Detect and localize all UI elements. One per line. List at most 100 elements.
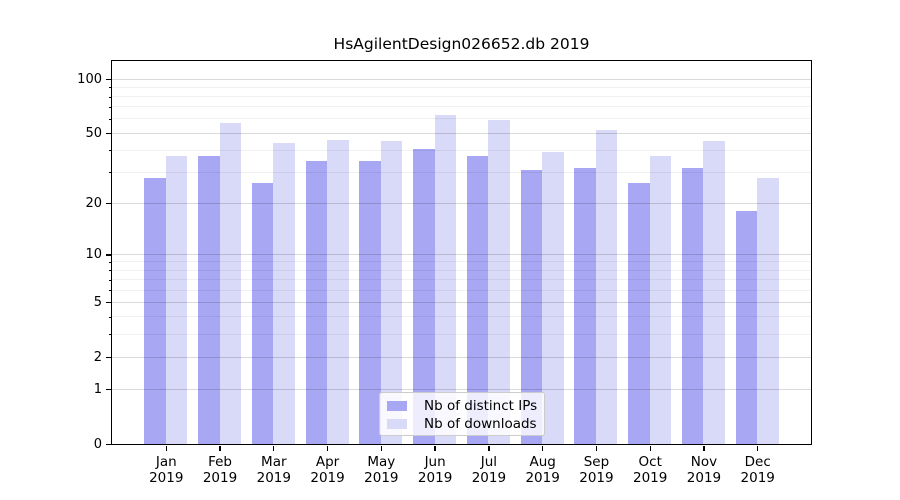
x-tick-year: 2019 xyxy=(149,469,184,486)
x-tick-month: Jun xyxy=(424,453,446,470)
x-tick-mark-feb xyxy=(219,446,221,451)
gridline-minor-90 xyxy=(112,86,811,88)
x-tick-mark-mar xyxy=(273,446,275,451)
bar-nb-of-distinct-ips-nov-2019 xyxy=(681,167,704,444)
bar-nb-of-distinct-ips-oct-2019 xyxy=(628,183,650,444)
x-tick-month: Dec xyxy=(744,453,771,470)
bar-nb-of-downloads-apr-2019 xyxy=(327,139,349,444)
y-tick-mark-100 xyxy=(106,78,112,81)
bar-nb-of-distinct-ips-apr-2019 xyxy=(305,160,328,444)
y-minor-tick-mark-60 xyxy=(108,118,112,120)
bar-nb-of-downloads-oct-2019 xyxy=(649,156,672,444)
x-tick-label-sep: Sep 2019 xyxy=(567,454,625,486)
bar-nb-of-downloads-mar-2019 xyxy=(273,143,295,444)
x-tick-year: 2019 xyxy=(740,469,775,486)
y-tick-label-20: 20 xyxy=(85,195,102,211)
y-minor-tick-mark-30 xyxy=(108,172,112,174)
x-tick-year: 2019 xyxy=(202,469,238,486)
gridline-minor-3 xyxy=(112,333,811,335)
x-tick-month: Mar xyxy=(261,453,287,470)
legend-item-downloads: Nb of downloads xyxy=(380,415,544,433)
y-tick-mark-5 xyxy=(106,302,112,304)
x-tick-month: Nov xyxy=(690,453,718,470)
bar-nb-of-distinct-ips-jun-2019 xyxy=(413,148,435,444)
bar-nb-of-distinct-ips-jul-2019 xyxy=(466,156,489,444)
legend-label-distinct-ips: Nb of distinct IPs xyxy=(424,398,538,414)
x-tick-label-nov: Nov 2019 xyxy=(675,454,733,486)
gridline-minor-9 xyxy=(112,261,811,263)
y-tick-mark-0 xyxy=(106,443,112,446)
bar-nb-of-downloads-may-2019 xyxy=(380,141,403,444)
plot-area: Nb of distinct IPs Nb of downloads xyxy=(111,60,812,445)
bar-nb-of-downloads-feb-2019 xyxy=(219,122,242,444)
x-tick-label-oct: Oct 2019 xyxy=(621,454,679,486)
y-minor-tick-mark-80 xyxy=(108,96,112,98)
x-tick-year: 2019 xyxy=(525,469,560,486)
x-tick-mark-nov xyxy=(703,446,705,451)
x-tick-label-aug: Aug 2019 xyxy=(514,454,572,486)
y-minor-tick-mark-4 xyxy=(108,316,112,318)
y-tick-mark-10 xyxy=(106,254,112,256)
x-tick-month: Jul xyxy=(480,453,498,470)
bar-nb-of-downloads-sep-2019 xyxy=(595,130,618,444)
x-tick-mark-dec xyxy=(757,446,759,451)
gridline-minor-6 xyxy=(112,289,811,291)
y-tick-mark-50 xyxy=(106,132,112,135)
x-tick-mark-aug xyxy=(542,446,544,451)
x-tick-mark-may xyxy=(380,446,382,451)
y-tick-label-10: 10 xyxy=(85,246,102,262)
bar-nb-of-downloads-aug-2019 xyxy=(542,152,564,444)
y-minor-tick-mark-70 xyxy=(108,106,112,108)
gridline-major-10 xyxy=(112,253,811,256)
bar-nb-of-distinct-ips-mar-2019 xyxy=(251,183,274,444)
bar-nb-of-distinct-ips-jan-2019 xyxy=(144,177,166,444)
bar-nb-of-downloads-nov-2019 xyxy=(703,141,725,444)
bar-nb-of-distinct-ips-feb-2019 xyxy=(198,156,220,444)
y-tick-label-1: 1 xyxy=(93,381,102,397)
bars-layer xyxy=(112,61,811,444)
x-tick-year: 2019 xyxy=(364,469,399,486)
gridline-major-5 xyxy=(112,301,811,303)
x-tick-year: 2019 xyxy=(633,469,668,486)
bar-nb-of-downloads-jan-2019 xyxy=(165,156,188,444)
gridline-minor-60 xyxy=(112,118,811,120)
gridline-minor-80 xyxy=(112,96,811,98)
y-minor-tick-mark-8 xyxy=(108,270,112,272)
y-tick-label-50: 50 xyxy=(85,125,102,141)
x-tick-label-jun: Jun 2019 xyxy=(406,454,464,486)
x-tick-month: Aug xyxy=(529,453,556,470)
gridline-major-100 xyxy=(112,78,811,80)
y-minor-tick-mark-3 xyxy=(108,334,112,336)
y-minor-tick-mark-90 xyxy=(108,87,112,89)
x-tick-month: Feb xyxy=(208,453,232,470)
x-tick-year: 2019 xyxy=(579,469,614,486)
y-tick-label-2: 2 xyxy=(93,349,102,365)
gridline-minor-8 xyxy=(112,269,811,271)
y-tick-mark-20 xyxy=(106,203,112,205)
x-tick-month: Jan xyxy=(155,453,177,470)
bar-nb-of-downloads-dec-2019 xyxy=(757,177,779,444)
bar-nb-of-distinct-ips-aug-2019 xyxy=(520,170,543,444)
legend-swatch-downloads xyxy=(387,419,407,429)
y-minor-tick-mark-7 xyxy=(108,279,112,281)
legend-item-distinct-ips: Nb of distinct IPs xyxy=(380,397,544,415)
chart-title: HsAgilentDesign026652.db 2019 xyxy=(333,35,590,53)
x-tick-mark-apr xyxy=(326,446,329,451)
legend: Nb of distinct IPs Nb of downloads xyxy=(379,392,545,436)
y-tick-label-5: 5 xyxy=(93,294,102,310)
x-tick-month: Sep xyxy=(583,453,610,470)
bar-nb-of-downloads-jun-2019 xyxy=(434,115,457,444)
x-tick-label-apr: Apr 2019 xyxy=(299,454,357,486)
x-tick-mark-jan xyxy=(165,446,167,451)
y-tick-mark-1 xyxy=(106,389,112,391)
gridline-major-20 xyxy=(112,202,811,204)
x-tick-year: 2019 xyxy=(471,469,507,486)
gridline-minor-30 xyxy=(112,172,811,173)
x-tick-label-dec: Dec 2019 xyxy=(729,454,787,486)
gridline-minor-7 xyxy=(112,279,811,281)
x-tick-mark-oct xyxy=(649,446,651,451)
x-tick-label-feb: Feb 2019 xyxy=(191,454,249,486)
x-tick-year: 2019 xyxy=(686,469,722,486)
grid-layer xyxy=(112,61,811,444)
